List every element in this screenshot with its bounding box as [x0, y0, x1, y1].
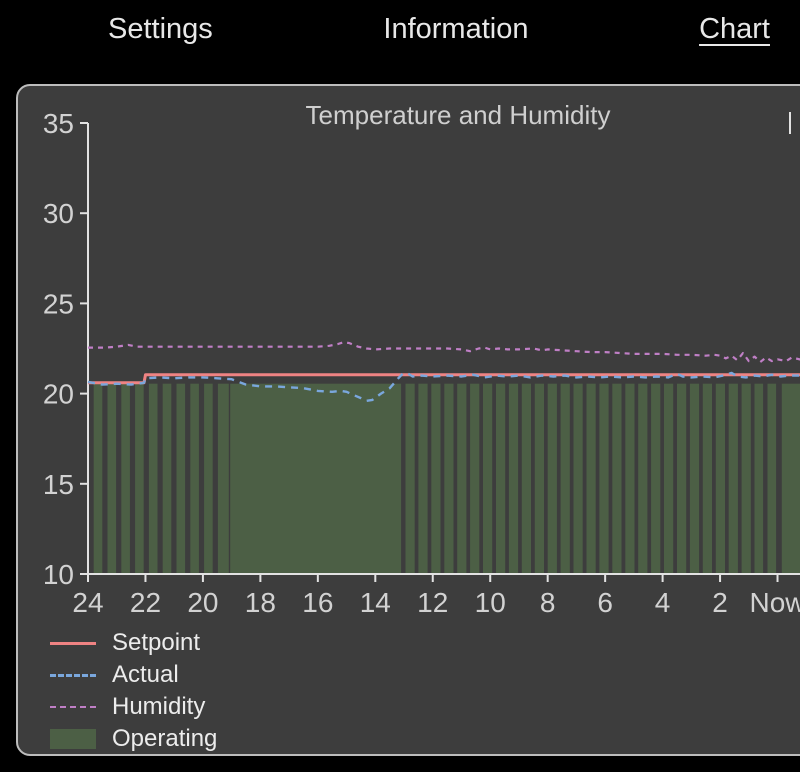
operating-band [767, 383, 777, 574]
operating-band [230, 383, 402, 574]
operating-band [612, 383, 622, 574]
series-setpoint [88, 373, 800, 385]
chart-legend: Setpoint Actual Humidity Operating [50, 629, 218, 752]
y-tick-label: 10 [43, 559, 74, 590]
x-tick-label: 6 [597, 587, 613, 618]
legend-label-setpoint: Setpoint [112, 629, 201, 656]
x-tick-label: 20 [187, 587, 218, 618]
operating-band [560, 383, 570, 574]
operating-band [651, 383, 661, 574]
operating-band [534, 383, 544, 574]
legend-item-humidity: Humidity [50, 693, 217, 720]
series-humidity [88, 341, 800, 364]
x-tick-label: 24 [72, 587, 103, 618]
operating-band [176, 383, 186, 574]
y-tick-label: 30 [43, 198, 74, 229]
operating-band [677, 383, 687, 574]
operating-band [405, 383, 415, 574]
operating-band [702, 383, 712, 574]
legend-label-humidity: Humidity [112, 693, 206, 720]
y-tick-label: 15 [43, 469, 74, 500]
operating-band [586, 383, 596, 574]
operating-band [444, 383, 454, 574]
series-actual [87, 371, 800, 402]
legend-item-actual: Actual [50, 661, 217, 688]
operating-band [431, 383, 441, 574]
operating-band [741, 383, 751, 574]
operating-box-swatch [50, 729, 96, 749]
x-tick-label: 12 [417, 587, 448, 618]
operating-band [135, 383, 144, 574]
legend-label-actual: Actual [112, 661, 179, 688]
operating-band [93, 383, 103, 574]
operating-band [121, 383, 130, 574]
y-tick-label: 20 [43, 379, 74, 410]
legend-label-operating: Operating [112, 725, 218, 752]
x-tick-label: 4 [655, 587, 671, 618]
operating-band [418, 383, 428, 574]
x-tick-label: 14 [360, 587, 391, 618]
operating-band [148, 383, 158, 574]
operating-band [781, 383, 800, 574]
tab-chart[interactable]: Chart [699, 12, 770, 45]
operating-band [573, 383, 583, 574]
operating-band [162, 383, 172, 574]
operating-band [483, 383, 493, 574]
operating-band [470, 383, 480, 574]
operating-band [521, 383, 531, 574]
x-tick-label: 18 [245, 587, 276, 618]
x-tick-label: 10 [475, 587, 506, 618]
y-tick-label: 35 [43, 108, 74, 139]
legend-item-setpoint: Setpoint [50, 629, 217, 656]
x-tick-label: 8 [540, 587, 556, 618]
x-tick-label: 2 [712, 587, 728, 618]
operating-band [715, 383, 725, 574]
x-tick-label: Now [750, 587, 800, 618]
operating-band [217, 383, 229, 574]
y-tick-label: 25 [43, 288, 74, 319]
operating-band [689, 383, 700, 574]
top-nav: Settings Information Chart [0, 0, 800, 58]
tab-settings[interactable]: Settings [108, 12, 213, 45]
chart-panel: 35 30 25 20 15 10 24 22 20 18 16 14 12 10 8 6 4 2 Now Temp… [16, 84, 800, 756]
tab-information[interactable]: Information [383, 12, 529, 45]
x-tick-label: 22 [130, 587, 161, 618]
operating-band [728, 383, 738, 574]
operating-band [625, 383, 635, 574]
operating-band [496, 383, 506, 574]
operating-band [204, 383, 213, 574]
operating-band [190, 383, 199, 574]
operating-band [638, 383, 648, 574]
operating-band [457, 383, 467, 574]
humidity-line-swatch [50, 706, 96, 708]
actual-line-swatch [50, 673, 96, 677]
legend-item-operating: Operating [50, 725, 218, 752]
operating-band [664, 383, 674, 574]
x-tick-label: 16 [302, 587, 333, 618]
chart-title: Temperature and Humidity [305, 100, 611, 130]
operating-band [599, 383, 609, 574]
operating-band [508, 383, 519, 574]
operating-band [754, 383, 764, 574]
setpoint-line-swatch [50, 641, 96, 645]
operating-band [547, 383, 557, 574]
operating-band [107, 383, 117, 574]
